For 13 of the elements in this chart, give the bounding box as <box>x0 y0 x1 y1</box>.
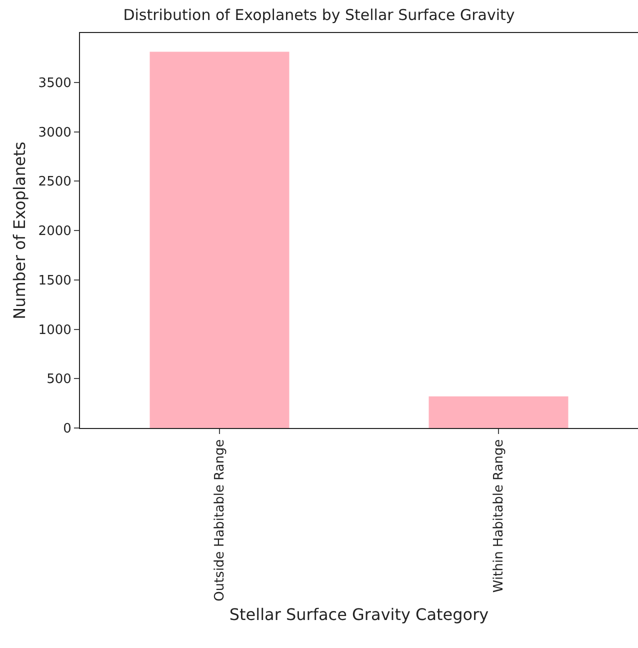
y-tick-label: 1000 <box>38 322 72 338</box>
y-tick-label: 0 <box>63 422 72 437</box>
x-tick-label: Within Habitable Range <box>492 439 507 593</box>
x-axis-title: Stellar Surface Gravity Category <box>229 605 489 624</box>
chart-title: Distribution of Exoplanets by Stellar Surface Gravity <box>123 6 515 24</box>
y-tick-label: 500 <box>46 372 72 388</box>
y-tick-label: 2000 <box>38 224 72 240</box>
y-axis-title: Number of Exoplanets <box>10 142 30 320</box>
y-tick-label: 1500 <box>38 273 72 288</box>
y-tick-label: 2500 <box>38 174 72 190</box>
x-tick-label: Outside Habitable Range <box>212 439 228 602</box>
y-tick-label: 3500 <box>38 76 72 91</box>
y-tick-label: 3000 <box>38 125 72 140</box>
